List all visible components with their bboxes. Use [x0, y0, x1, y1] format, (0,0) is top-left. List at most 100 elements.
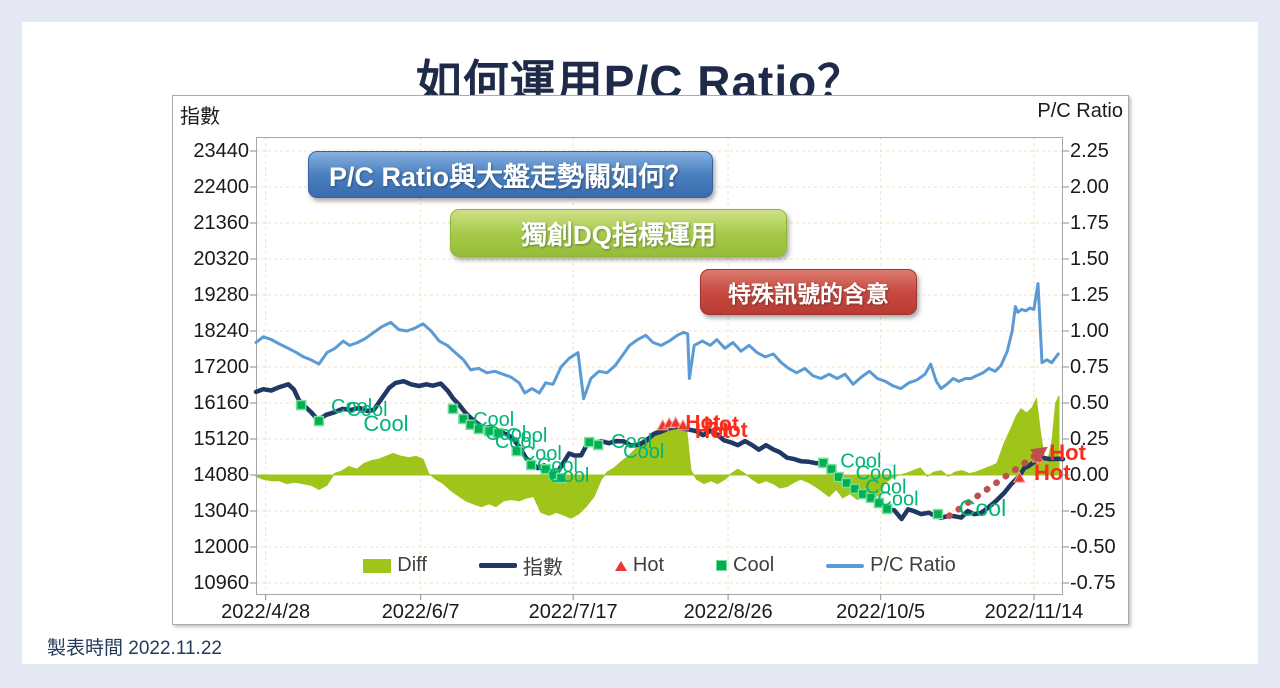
callout-dq-indicator-button[interactable]: 獨創DQ指標運用	[450, 209, 787, 257]
legend-label-hot: Hot	[632, 554, 665, 576]
x-axis-tick-label: 2022/4/28	[221, 601, 311, 623]
hot-marker	[1013, 471, 1026, 483]
left-axis-tick-label: 14080	[193, 464, 249, 486]
hot-marker	[676, 418, 690, 431]
pc-line-swatch-icon	[826, 563, 865, 568]
cool-label: Cool	[856, 463, 897, 485]
cool-marker	[492, 427, 504, 439]
left-axis-tick-label: 18240	[193, 320, 249, 342]
cool-marker	[555, 472, 567, 484]
cool-marker	[458, 413, 469, 425]
left-axis-tick-label: 13040	[193, 500, 249, 522]
left-axis-tick-label: 15120	[193, 428, 249, 450]
cool-marker	[511, 445, 522, 457]
legend-label-pc-ratio: P/C Ratio	[870, 554, 956, 576]
cool-label: Cool	[495, 431, 536, 453]
hot-label: Hot	[685, 412, 720, 435]
cool-marker	[295, 399, 307, 411]
cool-marker	[873, 497, 885, 509]
left-axis-tick-label: 23440	[193, 140, 249, 162]
right-axis-tick-label: 1.50	[1070, 248, 1109, 270]
right-axis-tick-label: 1.00	[1070, 320, 1109, 342]
cool-label: Cool	[611, 431, 652, 453]
pc-ratio-line-series	[254, 282, 1060, 401]
hot-triangle-icon	[614, 560, 627, 571]
cool-label: Cool	[877, 489, 918, 511]
x-axis-tick-label: 2022/8/26	[683, 601, 773, 623]
trend-arrow	[945, 450, 1041, 520]
cool-marker	[881, 503, 893, 515]
left-axis-tick-label: 22400	[193, 176, 249, 198]
x-axis-tick-label: 2022/11/14	[984, 601, 1084, 623]
left-axis-tick-label: 20320	[193, 248, 249, 270]
cool-marker	[525, 459, 537, 471]
legend-label-diff: Diff	[397, 554, 427, 576]
right-axis-tick-label: 2.25	[1070, 140, 1109, 162]
right-axis-tick-label: -0.25	[1070, 500, 1116, 522]
left-axis-tick-label: 19280	[193, 284, 249, 306]
cool-marker	[313, 415, 325, 427]
cool-marker	[584, 436, 595, 448]
diff-swatch-icon	[363, 558, 392, 573]
cool-label: Cool	[959, 495, 1006, 521]
cool-marker	[826, 463, 837, 475]
cool-label: Cool	[331, 396, 372, 418]
cool-label: Cool	[537, 455, 578, 477]
cool-label: Cool	[548, 465, 589, 487]
left-axis-tick-label: 10960	[193, 572, 249, 594]
legend-item-index: 指數	[478, 551, 563, 580]
plot-border	[256, 137, 1063, 595]
cool-marker	[473, 423, 484, 435]
cool-marker	[592, 439, 604, 451]
right-axis-tick-label: 2.00	[1070, 176, 1109, 198]
right-axis-tick-label: 1.75	[1070, 212, 1109, 234]
cool-label: Cool	[473, 409, 514, 431]
x-axis-tick-label: 2022/6/7	[381, 601, 460, 623]
cool-label: Cool	[521, 443, 562, 465]
right-axis-tick-label: 1.25	[1070, 284, 1109, 306]
hot-label: Hot	[695, 420, 730, 443]
callout-special-signal-button[interactable]: 特殊訊號的含意	[700, 269, 917, 315]
cool-label: Cool	[506, 425, 547, 447]
timestamp-label: 製表時間 2022.11.22	[47, 638, 222, 659]
left-axis-tick-label: 21360	[193, 212, 249, 234]
hot-label: Hot	[713, 419, 748, 442]
cool-label: Cool	[363, 411, 408, 436]
cool-label: Cool	[865, 476, 906, 498]
legend-label-cool: Cool	[733, 554, 775, 576]
chart-legend: Diff 指數 Hot Cool P/C Ratio	[256, 551, 1063, 580]
legend-item-diff: Diff	[363, 554, 427, 577]
left-axis-tick-label: 12000	[193, 536, 249, 558]
right-axis-tick-label: -0.50	[1070, 536, 1116, 558]
left-axis-tick-label: 16160	[193, 392, 249, 414]
cool-marker	[833, 471, 844, 483]
hot-label: Hot	[704, 413, 739, 436]
cool-label: Cool	[840, 450, 881, 472]
left-axis-title: 指數	[180, 106, 220, 128]
legend-item-pc-ratio: P/C Ratio	[826, 554, 956, 577]
cool-label: Cool	[485, 423, 526, 445]
right-axis-tick-label: -0.75	[1070, 572, 1116, 594]
cool-square-icon	[716, 560, 728, 571]
left-axis-tick-label: 17200	[193, 356, 249, 378]
legend-item-cool: Cool	[716, 554, 774, 577]
right-axis-tick-label: 0.00	[1070, 464, 1109, 486]
cool-marker	[540, 463, 551, 475]
hot-label: Hot	[1049, 440, 1086, 465]
x-axis-tick-label: 2022/7/17	[528, 601, 618, 623]
hot-marker	[669, 416, 682, 428]
hot-label: Hot	[1034, 460, 1071, 485]
right-axis-tick-label: 0.25	[1070, 428, 1109, 450]
trend-arrow-head	[1030, 446, 1048, 463]
cool-marker	[841, 477, 852, 489]
index-line-swatch-icon	[478, 563, 517, 568]
right-axis-tick-label: 0.50	[1070, 392, 1109, 414]
cool-label: Cool	[623, 441, 664, 463]
x-axis-tick-label: 2022/10/5	[836, 601, 926, 623]
right-axis-title: P/C Ratio	[1037, 100, 1123, 122]
callout-pc-ratio-trend-button[interactable]: P/C Ratio與大盤走勢關如何？	[308, 151, 713, 198]
legend-item-hot: Hot	[614, 554, 665, 577]
cool-marker	[818, 457, 829, 469]
